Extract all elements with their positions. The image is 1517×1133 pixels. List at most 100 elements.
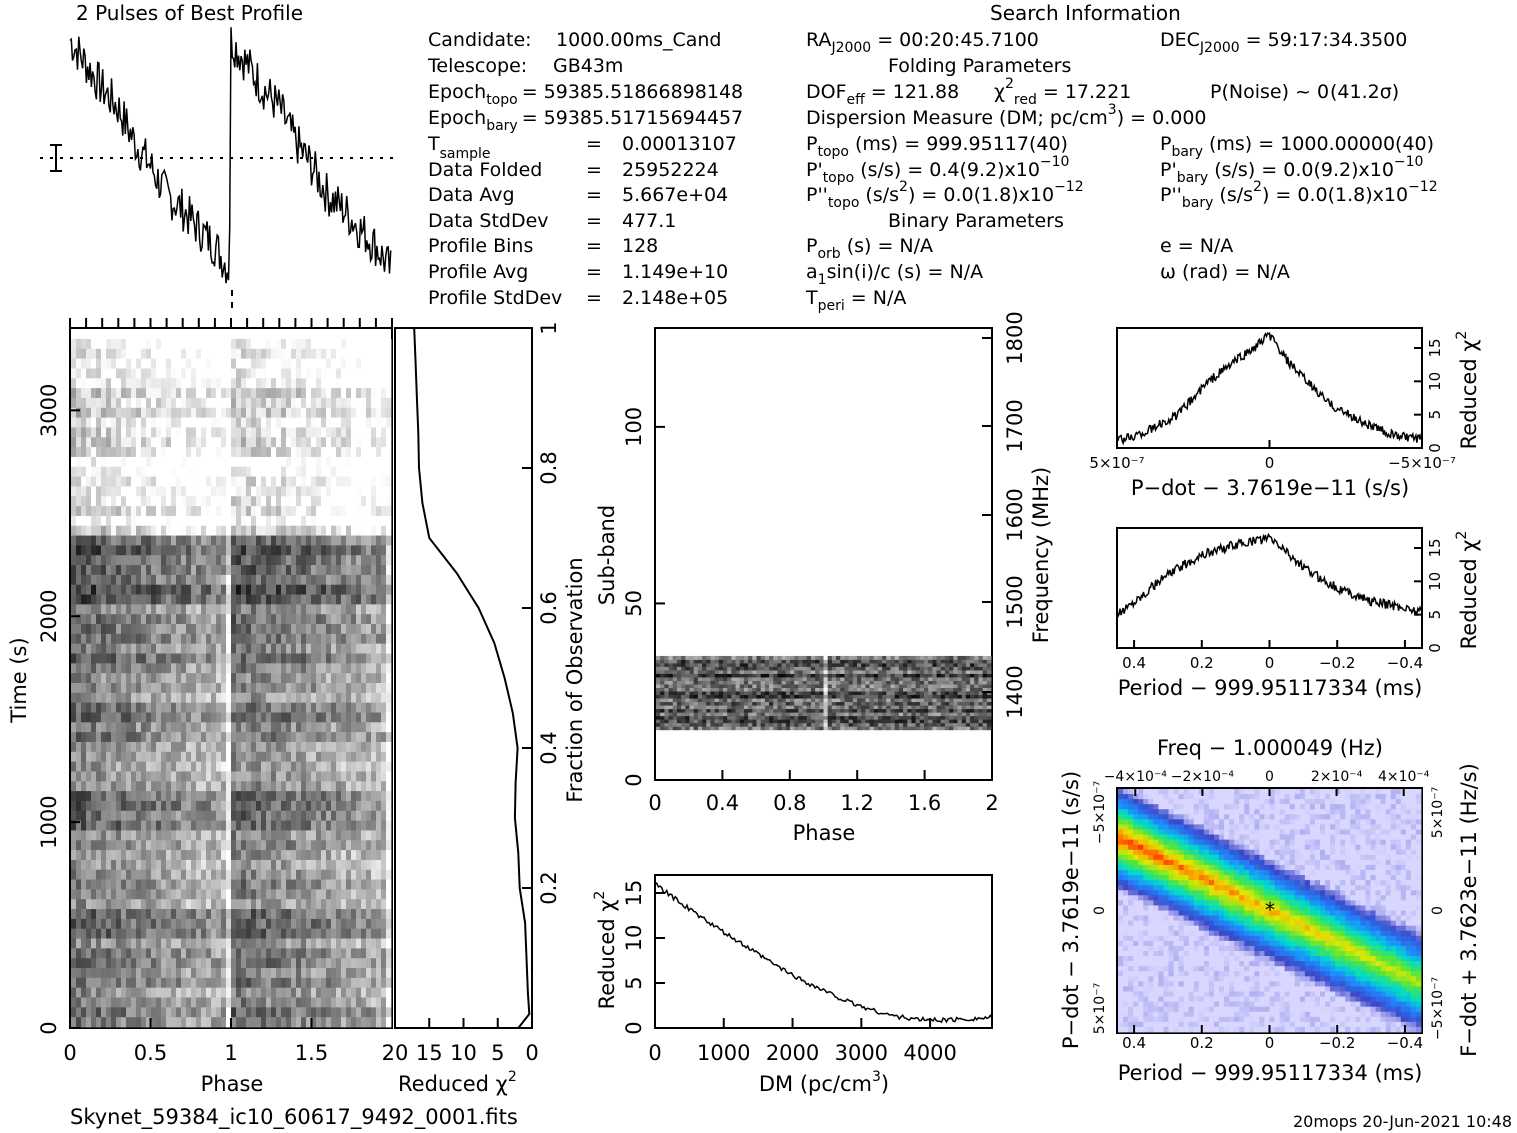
time-phase-cell bbox=[356, 977, 362, 989]
time-phase-cell bbox=[151, 388, 157, 399]
time-phase-cell bbox=[156, 889, 162, 900]
time-phase-cell bbox=[326, 407, 332, 419]
time-phase-cell bbox=[166, 486, 172, 497]
subband-cell bbox=[664, 708, 669, 713]
subband-cell bbox=[702, 708, 707, 713]
time-phase-cell bbox=[311, 456, 317, 468]
time-phase-cell bbox=[251, 977, 257, 989]
time-phase-cell bbox=[76, 633, 82, 645]
time-phase-cell bbox=[236, 1007, 242, 1018]
time-phase-cell bbox=[281, 879, 287, 890]
time-phase-cell bbox=[266, 702, 272, 713]
time-phase-cell bbox=[141, 741, 147, 753]
time-phase-cell bbox=[86, 643, 92, 654]
time-phase-cell bbox=[156, 800, 162, 812]
time-phase-cell bbox=[331, 938, 337, 949]
time-phase-cell bbox=[266, 407, 272, 419]
time-phase-cell bbox=[376, 673, 382, 684]
time-phase-cell bbox=[291, 732, 297, 743]
time-phase-cell bbox=[346, 702, 352, 713]
time-phase-cell bbox=[116, 977, 122, 989]
time-phase-cell bbox=[376, 368, 382, 379]
time-phase-cell bbox=[351, 456, 357, 468]
time-phase-cell bbox=[241, 712, 247, 723]
time-phase-cell bbox=[271, 348, 277, 360]
time-phase-cell bbox=[386, 938, 392, 949]
time-phase-cell bbox=[206, 683, 212, 694]
time-phase-cell bbox=[336, 830, 342, 841]
time-phase-cell bbox=[316, 624, 322, 635]
time-phase-cell bbox=[286, 781, 292, 792]
time-phase-cell bbox=[176, 555, 182, 566]
time-phase-cell bbox=[161, 918, 167, 930]
time-phase-cell bbox=[336, 791, 342, 802]
time-phase-cell bbox=[301, 997, 307, 1008]
time-phase-cell bbox=[336, 741, 342, 753]
subband-cell bbox=[907, 722, 912, 727]
time-phase-cell bbox=[361, 1007, 367, 1018]
time-phase-cell bbox=[371, 859, 377, 871]
time-phase-cell bbox=[371, 977, 377, 989]
time-phase-cell bbox=[286, 545, 292, 556]
time-phase-cell bbox=[116, 555, 122, 566]
time-phase-cell bbox=[371, 397, 377, 409]
time-phase-cell bbox=[356, 673, 362, 684]
time-phase-cell bbox=[131, 1017, 137, 1028]
time-phase-cell bbox=[331, 378, 337, 389]
time-phase-cell bbox=[341, 427, 347, 438]
time-phase-cell bbox=[356, 938, 362, 949]
time-phase-cell bbox=[356, 820, 362, 831]
time-phase-cell bbox=[306, 810, 312, 821]
time-phase-cell bbox=[116, 683, 122, 694]
time-phase-cell bbox=[116, 968, 122, 979]
time-phase-cell bbox=[351, 515, 357, 527]
time-phase-cell bbox=[266, 830, 272, 841]
time-phase-cell bbox=[266, 653, 272, 664]
time-phase-cell bbox=[226, 820, 232, 831]
time-phase-cell bbox=[326, 987, 332, 998]
time-phase-cell bbox=[286, 751, 292, 763]
time-phase-cell bbox=[156, 525, 162, 536]
time-phase-cell bbox=[241, 791, 247, 802]
time-phase-cell bbox=[146, 466, 152, 477]
time-phase-cell bbox=[286, 447, 292, 458]
time-phase-cell bbox=[76, 525, 82, 536]
time-phase-cell bbox=[141, 348, 147, 360]
subband-cell bbox=[752, 719, 757, 724]
time-phase-cell bbox=[316, 486, 322, 497]
subband-cell bbox=[882, 722, 887, 727]
time-phase-cell bbox=[211, 565, 217, 576]
time-phase-cell bbox=[201, 683, 207, 694]
time-phase-cell bbox=[386, 909, 392, 920]
time-phase-cell bbox=[141, 958, 147, 969]
time-phase-cell bbox=[296, 545, 302, 556]
time-phase-cell bbox=[286, 378, 292, 389]
subband-cell bbox=[844, 726, 850, 731]
subband-cell bbox=[735, 726, 741, 731]
time-phase-cell bbox=[301, 525, 307, 536]
time-phase-cell bbox=[161, 830, 167, 841]
time-phase-cell bbox=[191, 624, 197, 635]
time-phase-cell bbox=[301, 722, 307, 733]
time-phase-cell bbox=[331, 397, 337, 409]
time-phase-cell bbox=[361, 1017, 367, 1028]
time-phase-cell bbox=[251, 653, 257, 664]
time-phase-cell bbox=[306, 741, 312, 753]
time-phase-cell bbox=[166, 741, 172, 753]
time-phase-cell bbox=[181, 427, 187, 438]
time-phase-cell bbox=[266, 584, 272, 595]
time-phase-cell bbox=[171, 938, 177, 949]
time-phase-cell bbox=[296, 859, 302, 871]
time-phase-cell bbox=[126, 968, 132, 979]
time-phase-cell bbox=[361, 614, 367, 625]
subband-cell bbox=[739, 708, 745, 713]
time-phase-cell bbox=[81, 741, 87, 753]
time-phase-cell bbox=[151, 614, 157, 625]
time-phase-cell bbox=[156, 899, 162, 910]
time-phase-cell bbox=[151, 604, 157, 615]
time-phase-cell bbox=[86, 771, 92, 782]
time-phase-cell bbox=[311, 840, 317, 851]
time-phase-cell bbox=[181, 781, 187, 792]
time-phase-cell bbox=[306, 987, 312, 998]
chi2time-xtick-label: 15 bbox=[416, 1041, 443, 1065]
